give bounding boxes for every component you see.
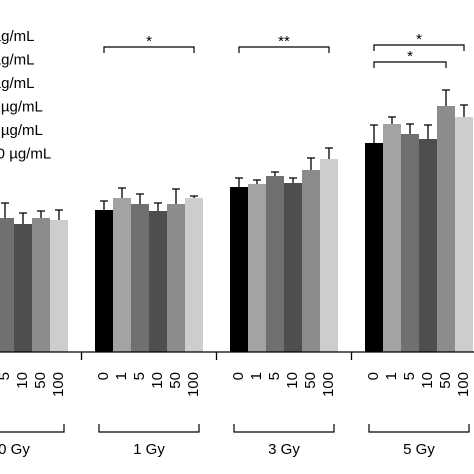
- x-sub-label: 50: [302, 372, 319, 389]
- significance-bracket: [103, 46, 195, 53]
- error-bar: [307, 157, 315, 170]
- error-bar: [19, 212, 27, 224]
- group-bracket: [233, 424, 335, 433]
- error-bar: [370, 124, 378, 143]
- significance-label: *: [416, 31, 422, 48]
- bar: [167, 204, 185, 352]
- x-sub-label: 100: [320, 372, 337, 397]
- error-bar: [55, 209, 63, 220]
- group-label: 3 Gy: [268, 441, 300, 458]
- group-label: 0 Gy: [0, 441, 30, 458]
- group-bracket: [368, 424, 470, 433]
- x-sub-label: 10: [284, 372, 301, 389]
- error-bar: [271, 171, 279, 176]
- bar: [437, 106, 455, 352]
- bar: [32, 218, 50, 352]
- significance-label: **: [278, 33, 290, 50]
- x-sub-label: 50: [437, 372, 454, 389]
- error-bar: [100, 200, 108, 210]
- significance-bracket: [238, 46, 330, 53]
- x-sub-label: 5: [401, 372, 418, 380]
- bar: [50, 220, 68, 352]
- x-sub-label: 50: [32, 372, 49, 389]
- legend-label: 50 µg/mL: [0, 122, 43, 139]
- bar: [149, 211, 167, 352]
- group-label: 5 Gy: [403, 441, 435, 458]
- bar: [185, 198, 203, 352]
- error-bar: [154, 202, 162, 211]
- significance-bracket: [373, 61, 447, 68]
- error-bar: [118, 187, 126, 198]
- x-sub-label: 1: [113, 372, 130, 380]
- x-sub-label: 100: [455, 372, 472, 397]
- x-sub-label: 100: [185, 372, 202, 397]
- legend-label: 5 µg/mL: [0, 75, 35, 92]
- legend-label: 1 µg/mL: [0, 51, 35, 68]
- error-bar: [424, 124, 432, 139]
- significance-label: *: [407, 48, 413, 65]
- error-bar: [406, 123, 414, 134]
- legend-label: 0 µg/mL: [0, 28, 35, 45]
- bar: [0, 218, 14, 352]
- x-sub-label: 50: [167, 372, 184, 389]
- x-sub-label: 5: [131, 372, 148, 380]
- bar: [14, 224, 32, 352]
- group-label: 1 Gy: [133, 441, 165, 458]
- error-bar: [388, 116, 396, 124]
- x-sub-label: 5: [266, 372, 283, 380]
- error-bar: [190, 195, 198, 198]
- error-bar: [253, 179, 261, 184]
- bar: [266, 176, 284, 352]
- bar: [365, 143, 383, 352]
- bar: [455, 117, 473, 352]
- x-sub-label: 1: [248, 372, 265, 380]
- error-bar: [325, 147, 333, 159]
- x-sub-label: 0: [365, 372, 382, 380]
- bar: [320, 159, 338, 352]
- bar: [401, 134, 419, 352]
- group-bracket: [0, 424, 65, 433]
- group-bracket: [98, 424, 200, 433]
- bar: [419, 139, 437, 352]
- error-bar: [442, 89, 450, 106]
- bar: [113, 198, 131, 352]
- significance-label: *: [146, 33, 152, 50]
- error-bar: [1, 202, 9, 218]
- x-sub-label: 10: [14, 372, 31, 389]
- bar: [383, 124, 401, 352]
- error-bar: [460, 104, 468, 117]
- bar: [95, 210, 113, 352]
- x-sub-label: 1: [383, 372, 400, 380]
- x-sub-label: 0: [95, 372, 112, 380]
- error-bar: [172, 188, 180, 204]
- bar: [302, 170, 320, 352]
- legend-label: 10 µg/mL: [0, 98, 43, 115]
- significance-bracket: [373, 44, 465, 51]
- x-sub-label: 10: [149, 372, 166, 389]
- error-bar: [136, 193, 144, 204]
- bar: [284, 183, 302, 352]
- bar: [230, 187, 248, 352]
- x-sub-label: 100: [50, 372, 67, 397]
- x-sub-label: 5: [0, 372, 13, 380]
- error-bar: [37, 210, 45, 218]
- error-bar: [235, 177, 243, 187]
- legend-label: 100 µg/mL: [0, 145, 51, 162]
- x-sub-label: 10: [419, 372, 436, 389]
- bar: [131, 204, 149, 352]
- error-bar: [289, 177, 297, 183]
- x-sub-label: 0: [230, 372, 247, 380]
- bar: [248, 184, 266, 352]
